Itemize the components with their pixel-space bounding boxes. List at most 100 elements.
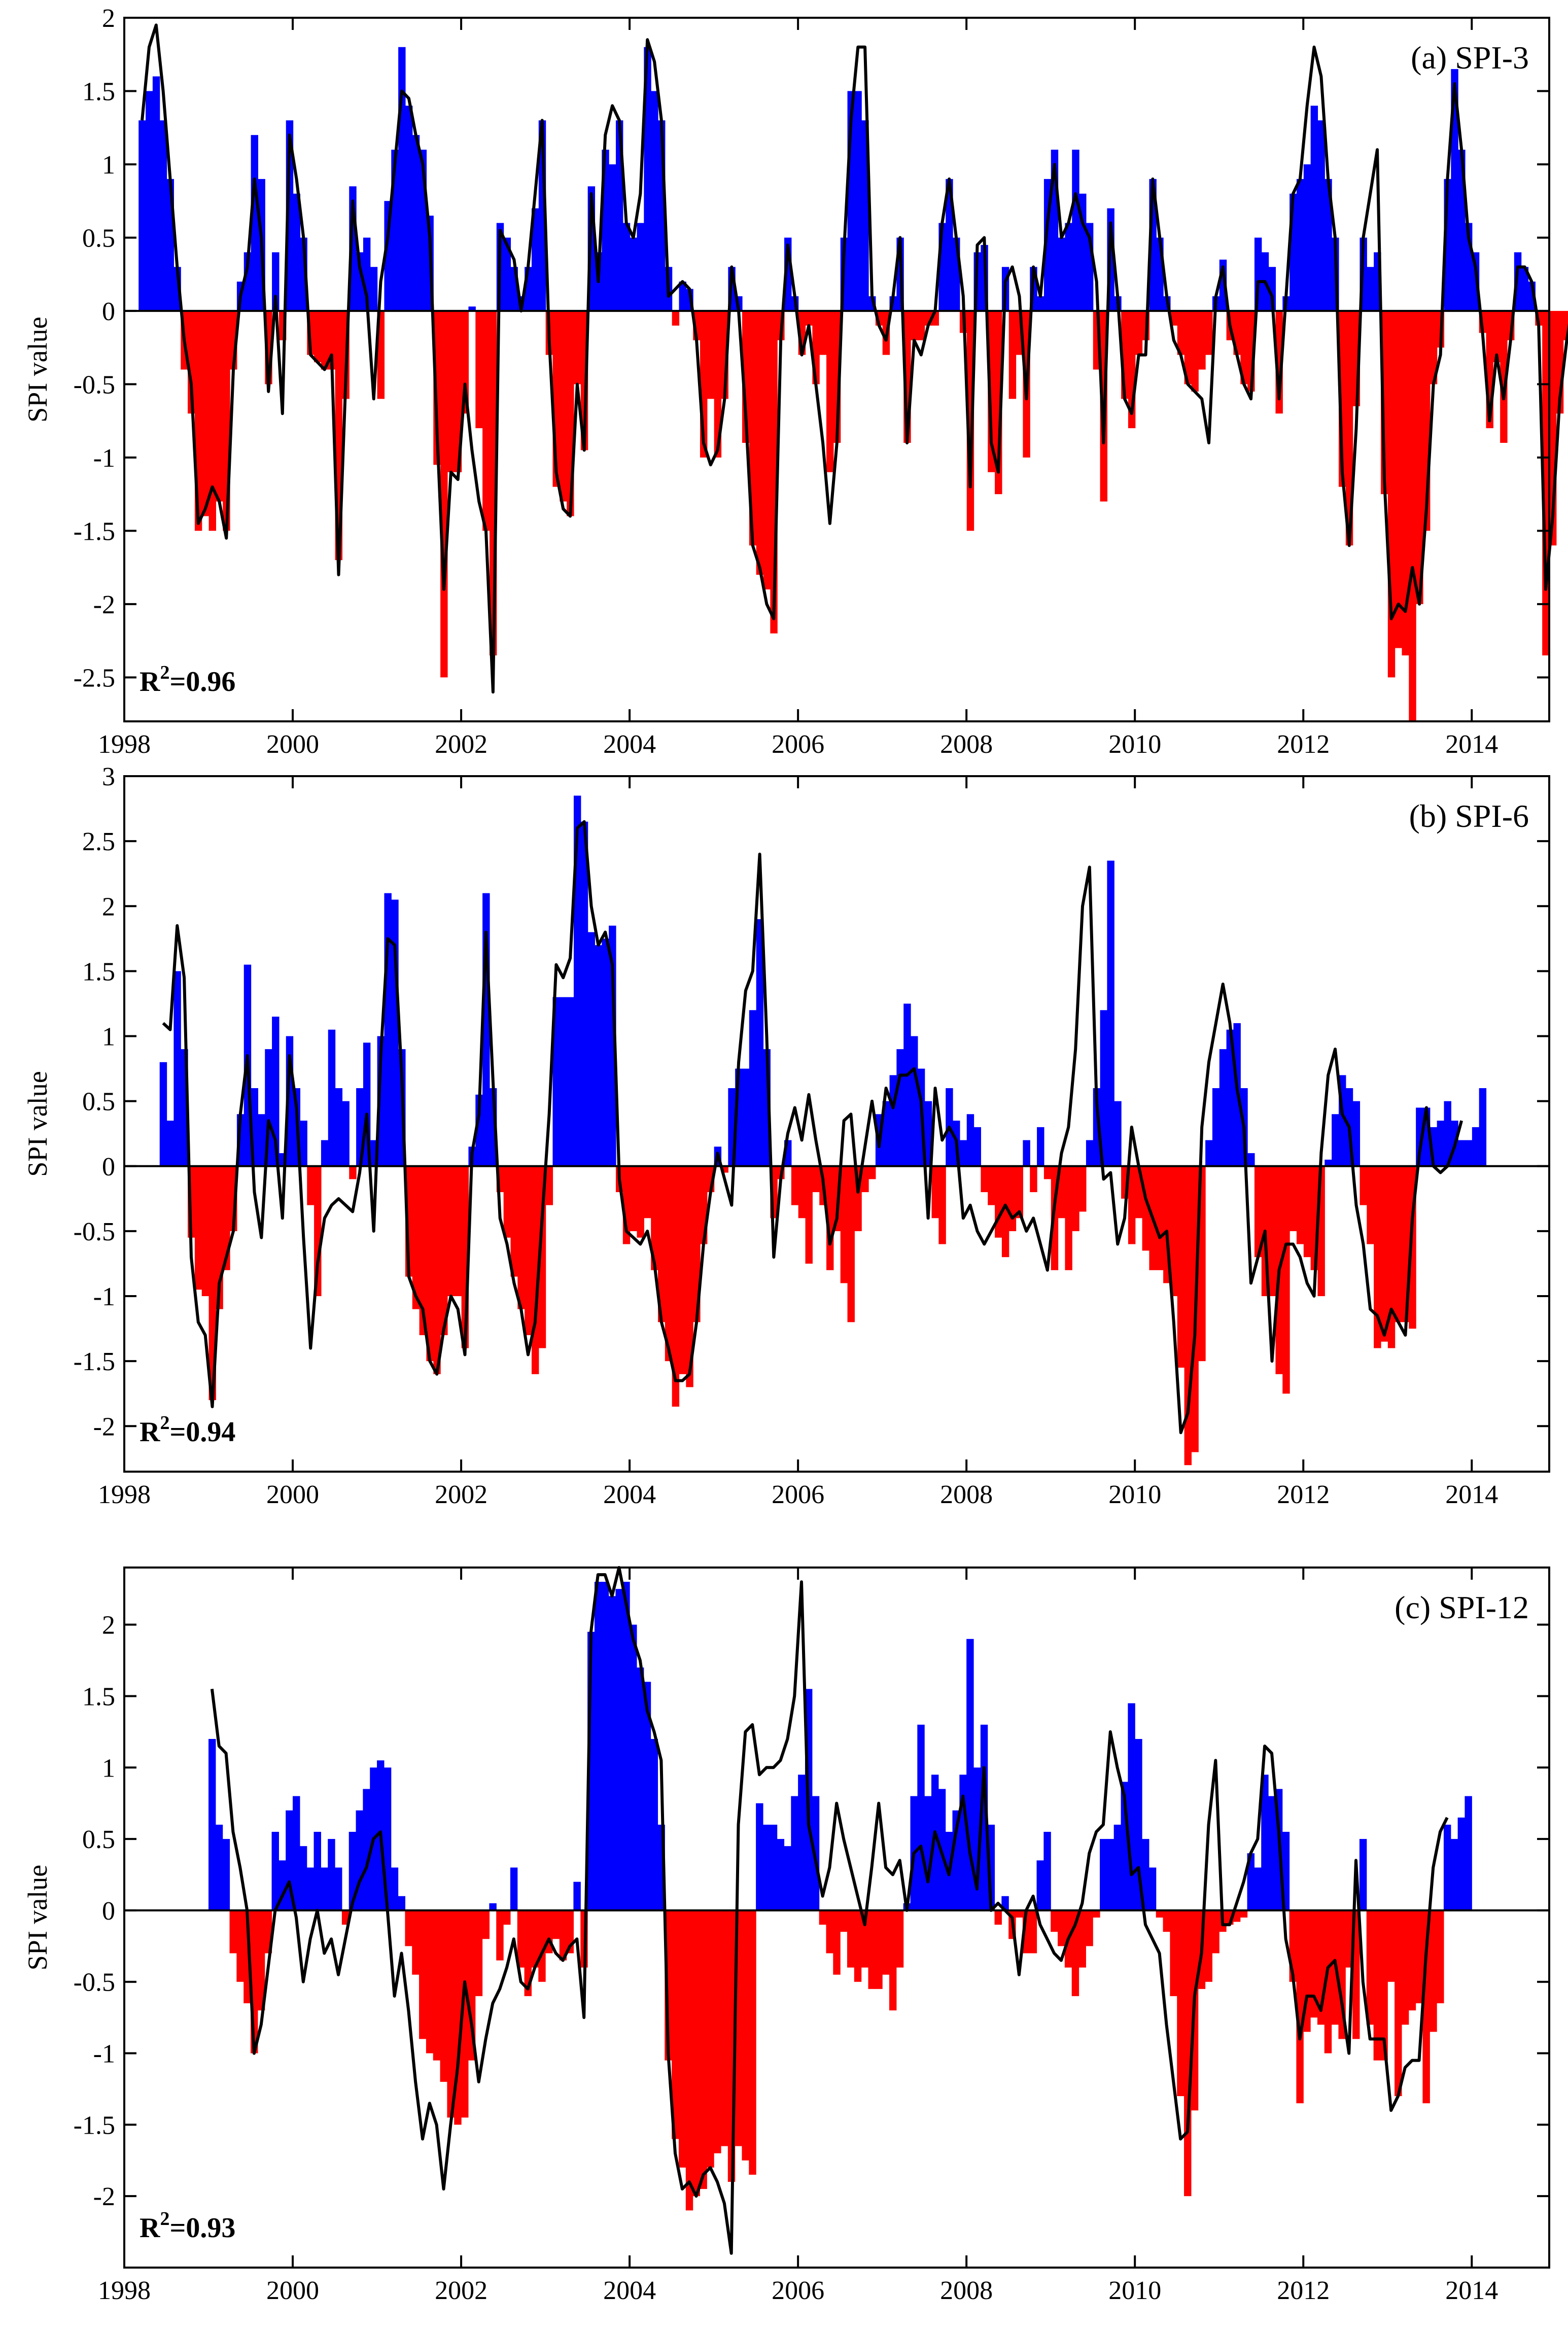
bar-negative <box>314 1166 322 1297</box>
bar-negative <box>791 1166 799 1205</box>
bar-negative <box>1374 1166 1381 1348</box>
x-tick-label: 2012 <box>1277 730 1330 759</box>
bar-positive <box>1317 120 1325 311</box>
panel-a-bars <box>138 47 1568 721</box>
bar-positive <box>293 193 301 311</box>
panel-a-x-ticks: 1998 2000 2002 2004 2006 2008 2010 2012 2014 <box>98 18 1498 759</box>
bar-negative <box>1430 1910 1437 2032</box>
bar-negative <box>412 1910 420 1975</box>
bar-positive <box>1450 1839 1458 1910</box>
panel-spi-3: -2.5 -2 -1.5 -1 -0.5 0 0.5 1 1.5 2 1998 2000 2002 20… <box>22 4 1568 759</box>
bar-negative <box>707 310 715 399</box>
bar-negative <box>1430 310 1438 385</box>
bar-negative <box>1212 1910 1219 1954</box>
bar-negative <box>412 1166 420 1309</box>
y-tick-label: -1 <box>93 444 115 473</box>
y-tick-label: 2.5 <box>82 827 115 856</box>
bar-positive <box>1100 1010 1108 1166</box>
bar-negative <box>840 1910 848 1932</box>
y-tick-label: -2 <box>93 590 115 619</box>
bar-negative <box>1128 1166 1136 1244</box>
bar-negative <box>1500 310 1508 443</box>
panel-b-bars <box>159 795 1487 1466</box>
bar-negative <box>545 1166 553 1205</box>
bar-positive <box>1079 193 1087 311</box>
bar-negative <box>447 1166 455 1297</box>
bar-positive <box>1367 267 1374 311</box>
bar-negative <box>826 310 834 472</box>
bar-negative <box>763 310 771 589</box>
bar-positive <box>342 1101 350 1166</box>
bar-negative <box>208 1166 216 1401</box>
panel-c-y-ticks: -2 -1.5 -1 -0.5 0 0.5 1 1.5 2 <box>74 1611 1549 2211</box>
bar-positive <box>1023 1140 1030 1166</box>
bar-positive <box>552 997 560 1166</box>
x-tick-label: 2002 <box>435 2276 487 2305</box>
bar-negative <box>819 310 827 355</box>
bar-negative <box>447 310 455 472</box>
bar-positive <box>777 1839 785 1910</box>
bar-negative <box>503 1910 511 1925</box>
y-tick-label: 2 <box>102 4 115 33</box>
bar-positive <box>321 1867 328 1910</box>
x-tick-label: 2006 <box>772 730 824 759</box>
bar-negative <box>1030 1166 1037 1193</box>
r2-prefix: R <box>140 2212 160 2244</box>
bar-negative <box>216 310 223 502</box>
bar-negative <box>685 1910 693 2211</box>
bar-positive <box>1416 1107 1423 1166</box>
r2-value: =0.94 <box>169 1416 235 1448</box>
bar-positive <box>398 1896 405 1910</box>
bar-positive <box>630 1624 637 1910</box>
bar-positive <box>1332 1114 1339 1166</box>
bar-negative <box>1093 1910 1100 1918</box>
bar-positive <box>468 306 476 311</box>
bar-negative <box>531 1166 539 1374</box>
bar-negative <box>1493 310 1501 363</box>
r2-value: =0.93 <box>169 2212 235 2244</box>
panel-c-series-line <box>210 1566 1449 2255</box>
bar-positive <box>602 938 609 1166</box>
bar-negative <box>1071 1910 1079 1996</box>
bar-negative <box>560 310 567 502</box>
y-tick-label: 1 <box>102 1754 115 1783</box>
bar-negative <box>672 1910 679 2139</box>
bar-positive <box>271 1832 279 1910</box>
panel-a-title: (a) SPI-3 <box>1411 40 1529 76</box>
bar-positive <box>258 1114 265 1166</box>
bar-positive <box>644 47 651 311</box>
bar-negative <box>496 1910 504 1961</box>
bar-negative <box>644 1166 651 1219</box>
bar-positive <box>924 1796 932 1910</box>
y-tick-label: 1 <box>102 151 115 180</box>
bar-negative <box>1409 310 1416 721</box>
bar-negative <box>700 1910 707 2189</box>
bar-positive <box>272 1017 280 1166</box>
bar-negative <box>1184 310 1192 385</box>
bar-positive <box>503 237 511 311</box>
x-tick-label: 2012 <box>1277 1480 1330 1509</box>
bar-positive <box>903 1003 911 1166</box>
bar-negative <box>517 1910 525 1968</box>
bar-negative <box>1380 1910 1388 2061</box>
bar-positive <box>299 1846 307 1910</box>
bar-negative <box>229 1910 237 1954</box>
bar-negative <box>517 1166 525 1309</box>
bar-negative <box>686 1166 693 1387</box>
bar-positive <box>159 120 167 311</box>
bar-negative <box>1008 310 1017 399</box>
y-tick-label: 3 <box>102 762 115 791</box>
bar-positive <box>1226 1029 1234 1166</box>
bar-negative <box>552 1910 560 1939</box>
bar-positive <box>328 1839 335 1910</box>
bar-positive <box>1437 1121 1445 1166</box>
bar-negative <box>440 1910 447 2082</box>
bar-positive <box>1106 1839 1114 1910</box>
bar-positive <box>1205 1140 1213 1166</box>
bar-positive <box>636 1667 644 1910</box>
r2-superscript: 2 <box>160 1412 169 1434</box>
bar-negative <box>911 310 918 340</box>
bar-positive <box>405 106 413 311</box>
bar-positive <box>356 252 364 311</box>
y-tick-label: -0.5 <box>74 1217 115 1246</box>
